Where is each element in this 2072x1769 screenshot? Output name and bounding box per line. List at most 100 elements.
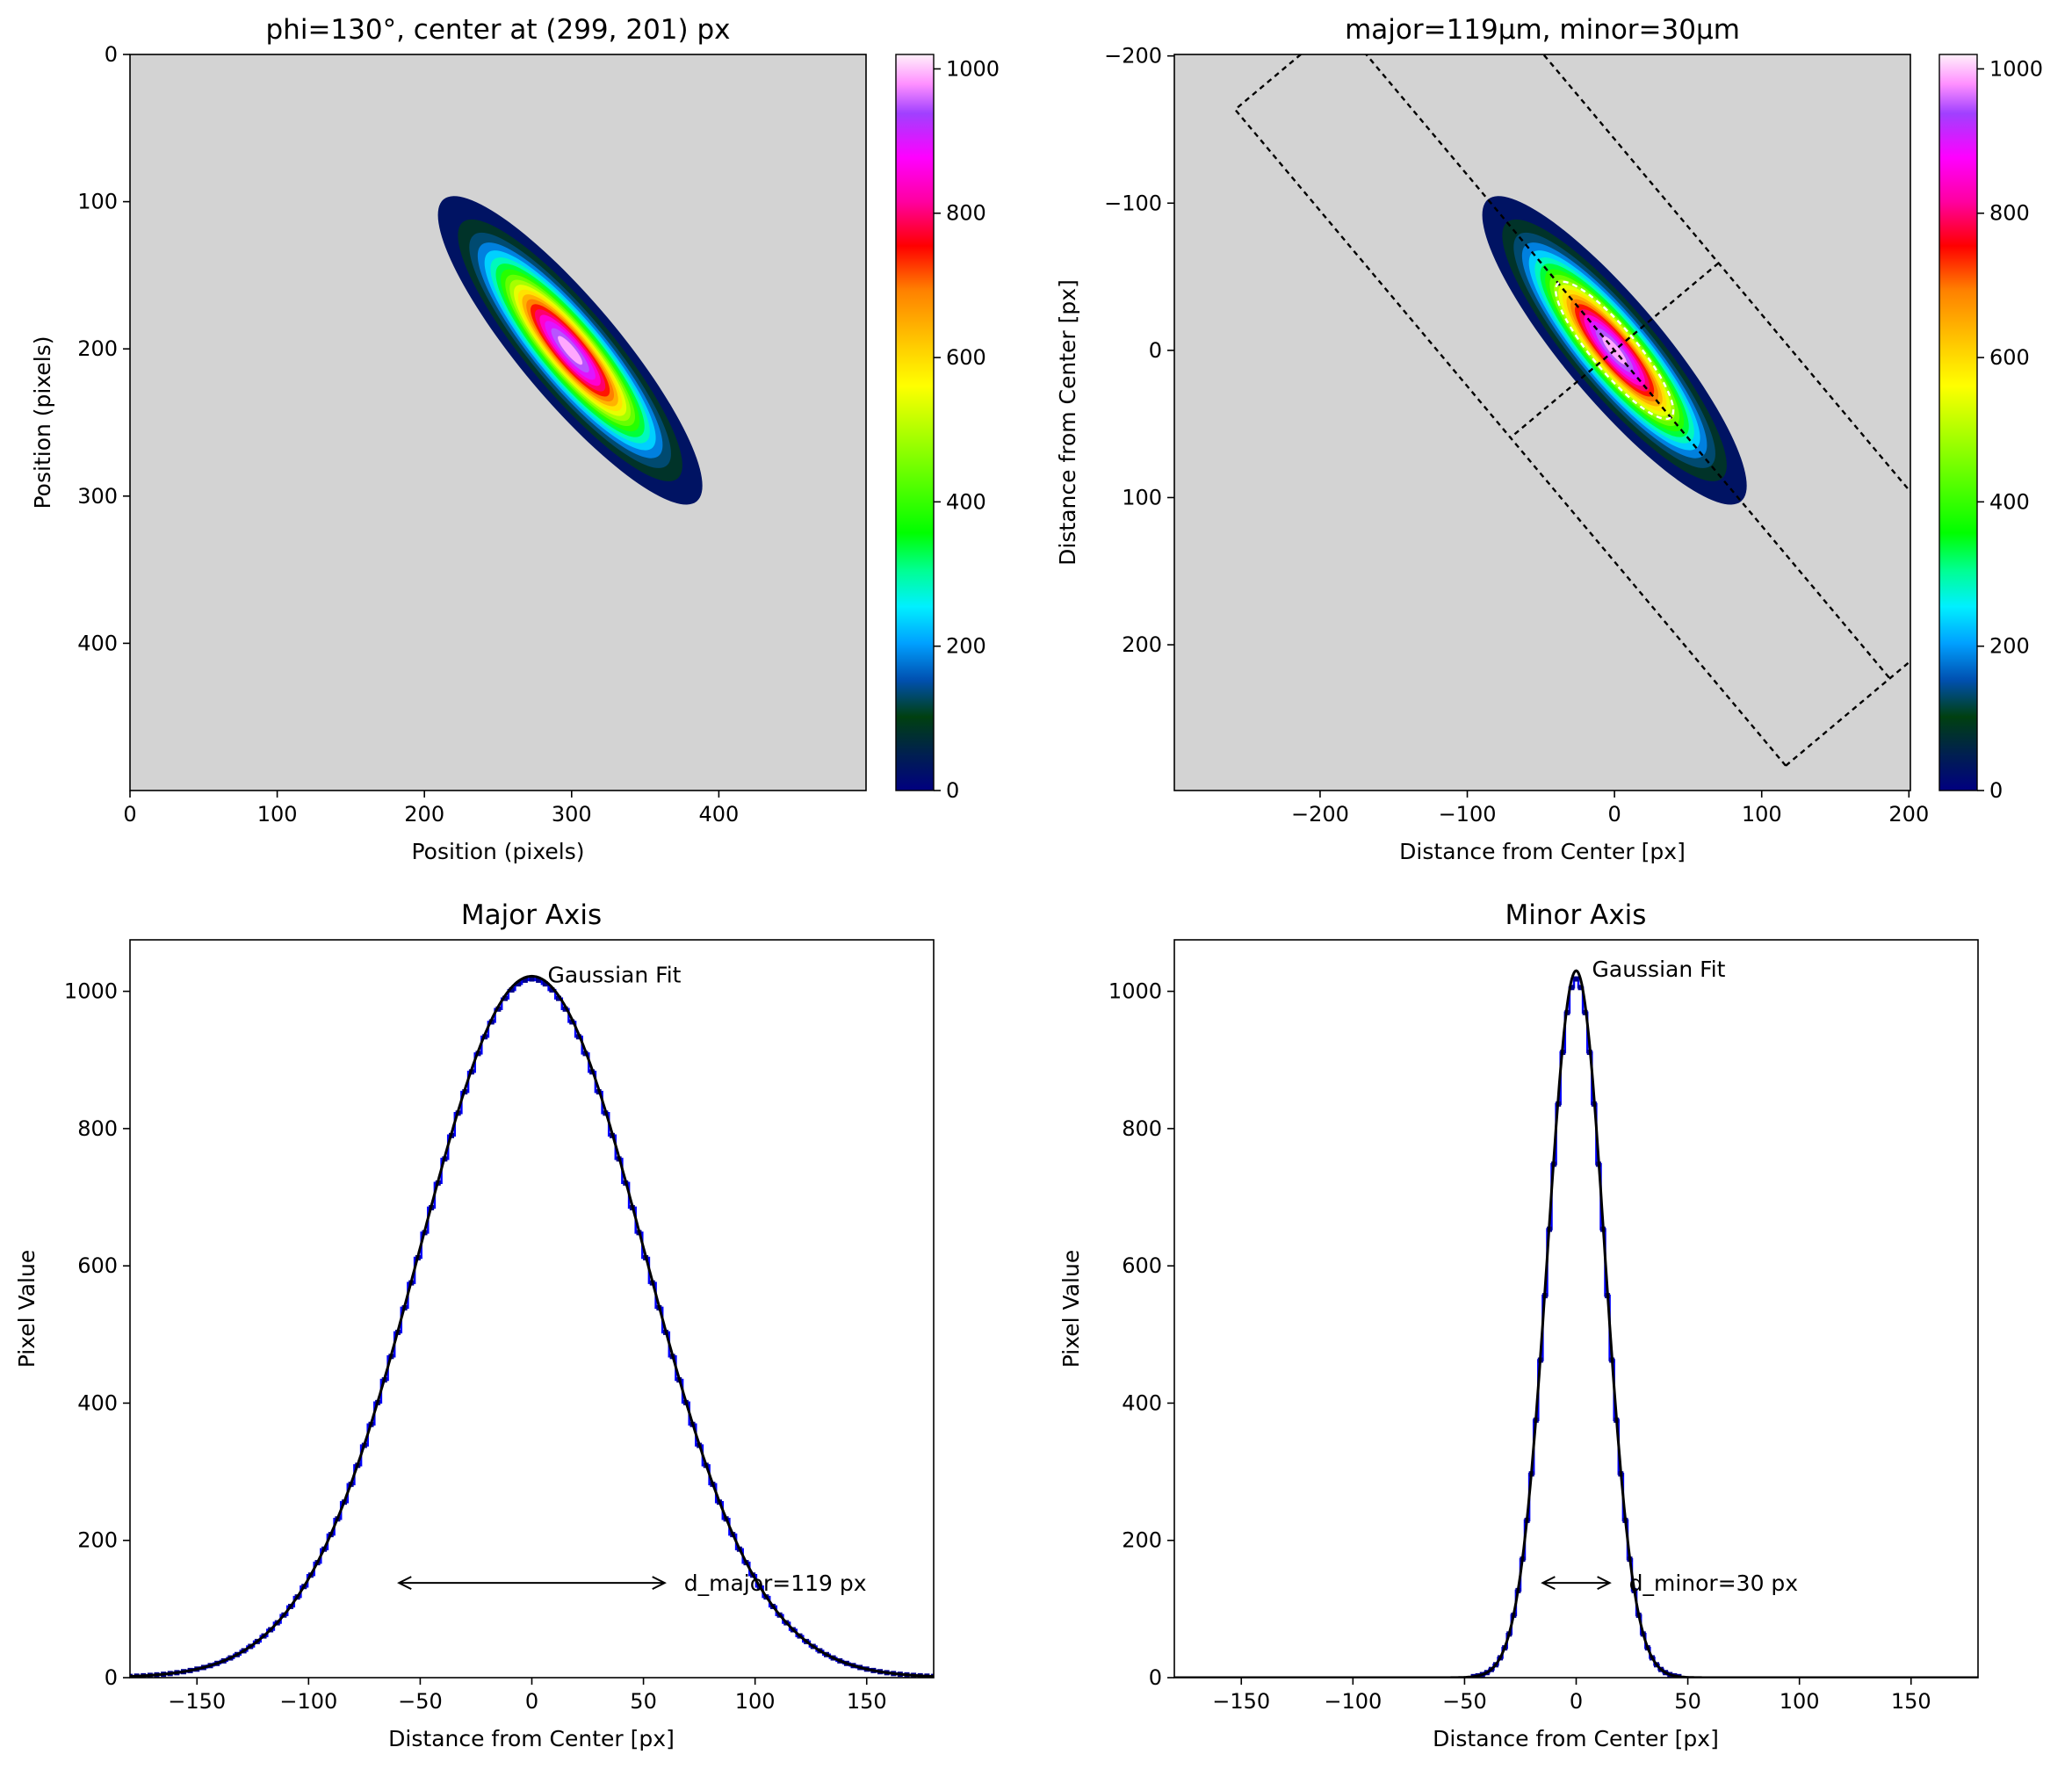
centered-image-title: major=119µm, minor=30µm [1345,14,1740,46]
major-profile-series [130,974,934,1678]
colorbar-tick-label: 600 [946,345,986,370]
y-tick-label: 0 [1149,1665,1162,1690]
major-diameter-label: d_major=119 px [684,1570,867,1596]
data-point [516,981,522,987]
x-tick-label: −50 [1442,1689,1487,1714]
panel-centered-image: −200 −100 0 100 200 −200 −100 0 100 200 major=119… [1055,14,2043,864]
colorbar-tick-label: 0 [946,778,959,803]
x-tick-label: −150 [168,1689,226,1714]
x-tick-label: −50 [398,1689,443,1714]
y-tick-label: 200 [1122,632,1162,657]
y-tick-label: 100 [77,190,118,214]
x-tick-label: −100 [1324,1689,1382,1714]
x-tick-label: −100 [1439,802,1497,827]
panel-major-profile: −150 −100 −50 0 50 100 150 0 200 400 600 800 1000 Ga… [14,899,935,1751]
colorbar-ticks: 0 200 400 600 800 1000 [934,56,1000,803]
integration-rectangle [1233,54,1910,768]
data-point [549,987,555,993]
image-y-label: Position (pixels) [30,336,55,509]
image-x-label: Position (pixels) [412,839,585,864]
colorbar-tick-label: 800 [1989,201,2030,226]
colorbar-tick-label: 200 [946,634,986,659]
y-tick-label: 200 [77,1528,118,1553]
y-tick-label: 300 [77,484,118,509]
minor-diameter-label: d_minor=30 px [1629,1570,1798,1596]
y-tick-label: 0 [1149,338,1162,363]
x-tick-label: 200 [404,802,444,827]
x-tick-label: 50 [630,1689,657,1714]
colorbar-tick-label: 1000 [946,56,1000,81]
minor-plot-area [1174,940,1978,1678]
colorbar-ticks: 0 200 400 600 800 1000 [1977,56,2043,803]
minor-fit-label: Gaussian Fit [1592,957,1726,982]
x-tick-label: 400 [698,802,739,827]
y-tick-label: −200 [1104,44,1162,69]
colorbar-tick-label: 1000 [1989,56,2043,81]
y-tick-label: 800 [77,1116,118,1141]
data-point [556,995,561,1001]
centered-image-background [1174,54,1910,791]
data-point [1569,985,1575,991]
minor-profile-series [1174,969,1978,1678]
image-background [130,54,866,791]
image-frame [129,54,867,791]
fit-curve [130,974,934,1678]
y-tick-label: 0 [105,42,118,67]
x-tick-label: 150 [1891,1689,1931,1714]
y-tick-label: 600 [77,1253,118,1278]
contour-level [558,336,583,365]
x-tick-label: 100 [1780,1689,1820,1714]
beam-ellipse [437,196,703,505]
colorbar-tick-label: 400 [946,489,986,514]
panel-minor-profile: −150 −100 −50 0 50 100 150 0 200 400 600 800 1000 Ga… [1058,899,1979,1751]
fit-ellipse [1554,280,1675,421]
colorbar-tick-label: 200 [1989,634,2030,659]
centered-image-x-label: Distance from Center [px] [1399,839,1686,864]
data-point [542,981,548,987]
x-tick-label: 0 [1570,1689,1583,1714]
x-tick-label: 100 [257,802,298,827]
y-tick-label: 200 [1122,1528,1162,1553]
image-ticks: 0 100 200 300 400 0 100 200 300 400 [77,42,739,827]
minor-title: Minor Axis [1505,899,1647,931]
minor-y-label: Pixel Value [1058,1250,1084,1368]
x-tick-label: 50 [1674,1689,1701,1714]
major-title: Major Axis [461,899,602,931]
minor-x-label: Distance from Center [px] [1433,1726,1719,1751]
x-tick-label: 150 [847,1689,887,1714]
minor-ticks: −150 −100 −50 0 50 100 150 0 200 400 600 800 1000 [1108,979,1931,1714]
x-tick-label: 100 [735,1689,776,1714]
major-y-label: Pixel Value [14,1250,40,1368]
x-tick-label: 300 [552,802,592,827]
y-tick-label: 400 [77,631,118,655]
data-point [536,977,542,983]
data-point [1573,976,1579,982]
major-annotations: Gaussian Fit d_major=119 px [548,962,867,1596]
major-ticks: −150 −100 −50 0 50 100 150 0 200 400 600 800 1000 [64,979,887,1714]
arrow-head-right [1597,1576,1612,1591]
image-colorbar: 0 200 400 600 800 1000 [895,54,1000,803]
x-tick-label: 200 [1888,802,1929,827]
data-point [1577,985,1584,991]
x-tick-label: 100 [1742,802,1782,827]
minor-annotations: Gaussian Fit d_minor=30 px [1592,957,1799,1596]
arrow-head-left [1541,1576,1556,1591]
centered-image-colorbar: 0 200 400 600 800 1000 [1938,54,2043,803]
y-tick-label: 400 [77,1390,118,1415]
y-tick-label: 200 [77,336,118,361]
x-tick-label: −200 [1291,802,1349,827]
colorbar-gradient [1938,54,1978,791]
centered-image-y-label: Distance from Center [px] [1055,279,1080,566]
y-tick-label: 1000 [1108,979,1162,1004]
data-point [509,987,515,993]
y-tick-label: 600 [1122,1253,1162,1278]
data-point [522,977,528,983]
y-tick-label: 400 [1122,1390,1162,1415]
y-tick-label: −100 [1104,191,1162,215]
overlay-lines [1233,54,1910,768]
colorbar-tick-label: 800 [946,201,986,226]
arrow-head-left [397,1576,412,1591]
centered-image-ticks: −200 −100 0 100 200 −200 −100 0 100 200 [1104,44,1929,827]
arrow-head-right [652,1576,667,1591]
